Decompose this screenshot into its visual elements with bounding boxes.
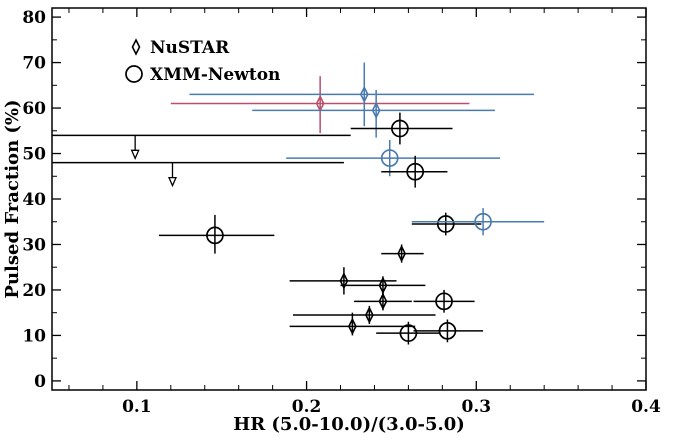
circle-marker bbox=[436, 215, 455, 233]
x-axis-label: HR (5.0-10.0)/(3.0-5.0) bbox=[233, 414, 465, 435]
data-marks bbox=[52, 62, 545, 345]
axis-ticks: 0.1 0.2 0.3 0.4 0 10 20 30 40 50 60 70 80 bbox=[22, 8, 661, 417]
circle-data-point bbox=[376, 321, 441, 345]
circle-marker bbox=[391, 119, 409, 138]
diamond-data-point bbox=[340, 276, 426, 295]
circle-data-point bbox=[413, 289, 475, 313]
y-tick-label: 80 bbox=[22, 8, 46, 28]
y-tick-label: 40 bbox=[22, 190, 46, 210]
y-tick-label: 30 bbox=[22, 235, 46, 255]
diamond-marker bbox=[347, 317, 357, 336]
diamond-marker bbox=[359, 85, 369, 104]
upper-limit-point bbox=[52, 161, 344, 188]
diamond-data-point bbox=[289, 312, 416, 336]
circle-marker bbox=[206, 226, 224, 245]
y-tick-label: 10 bbox=[22, 326, 46, 346]
y-tick-label: 0 bbox=[34, 372, 46, 392]
diamond-data-point bbox=[189, 62, 534, 127]
plot-frame bbox=[51, 7, 647, 391]
y-axis-label: Pulsed Fraction (%) bbox=[2, 99, 23, 298]
circle-data-point bbox=[411, 208, 545, 236]
y-tick-label: 20 bbox=[22, 281, 46, 301]
diamond-data-point bbox=[354, 292, 412, 311]
circle-data-point bbox=[413, 319, 484, 343]
x-tick-label: 0.4 bbox=[631, 397, 661, 417]
circle-marker bbox=[474, 212, 492, 231]
legend-xmm-circle-icon bbox=[125, 65, 143, 83]
upper-limit-arrow-icon bbox=[130, 149, 140, 160]
circle-data-point bbox=[350, 112, 453, 145]
upper-limit-point bbox=[52, 134, 351, 160]
diamond-marker bbox=[339, 272, 349, 290]
y-tick-label: 50 bbox=[22, 145, 46, 165]
circle-marker bbox=[406, 162, 425, 181]
legend-label-xmm-newton: XMM-Newton bbox=[150, 65, 280, 85]
diamond-data-point bbox=[381, 244, 424, 263]
x-tick-label: 0.1 bbox=[122, 397, 152, 417]
upper-limit-arrow-icon bbox=[168, 176, 177, 188]
circle-marker bbox=[435, 292, 453, 311]
x-tick-label: 0.3 bbox=[461, 397, 491, 417]
legend-label-nustar: NuSTAR bbox=[150, 38, 230, 58]
circle-data-point bbox=[381, 155, 448, 188]
diamond-marker bbox=[378, 292, 388, 311]
x-tick-label: 0.2 bbox=[292, 397, 322, 417]
diamond-marker bbox=[397, 244, 407, 263]
diamond-data-point bbox=[292, 305, 436, 325]
circle-data-point bbox=[411, 212, 482, 236]
legend-circle-marker bbox=[125, 65, 143, 83]
circle-marker bbox=[380, 149, 399, 167]
circle-marker bbox=[399, 324, 418, 343]
legend: NuSTAR XMM-Newton bbox=[125, 38, 280, 85]
circle-data-point bbox=[158, 214, 275, 254]
circle-marker bbox=[438, 322, 457, 340]
legend-nustar-diamond-icon bbox=[131, 38, 141, 56]
circle-data-point bbox=[286, 139, 501, 177]
legend-diamond-marker bbox=[131, 38, 141, 56]
diamond-marker bbox=[371, 101, 381, 120]
y-tick-label: 60 bbox=[22, 99, 46, 119]
y-tick-label: 70 bbox=[22, 54, 46, 74]
diamond-marker bbox=[364, 306, 374, 324]
diamond-data-point bbox=[252, 89, 495, 138]
diamond-data-point bbox=[289, 267, 397, 295]
